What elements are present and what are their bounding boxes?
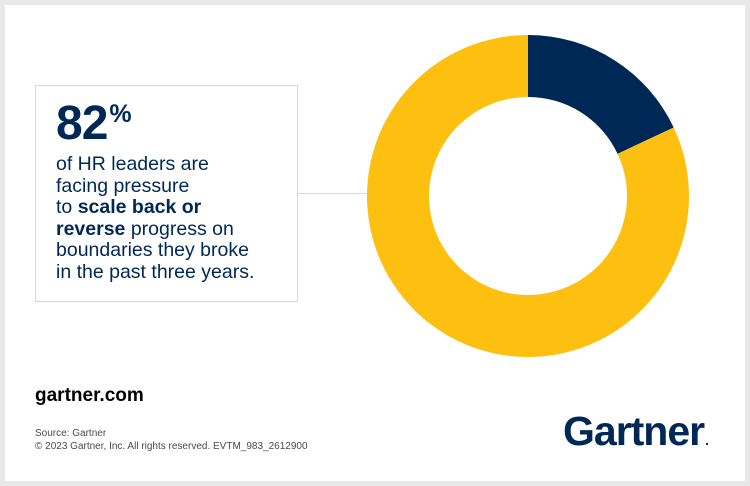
stat-callout: 82 % of HR leaders are facing pressure t…: [35, 85, 298, 302]
desc-line-6: in the past three years.: [56, 260, 255, 283]
desc-line-5: boundaries they broke: [56, 239, 249, 261]
gartner-logo: Gartner.: [563, 407, 709, 464]
desc-line-4-post: progress on: [125, 217, 234, 240]
source-line: Source: Gartner: [35, 428, 107, 439]
stat-unit: %: [109, 100, 132, 128]
stat-value: 82: [56, 97, 108, 150]
logo-wordmark: Gartner: [563, 408, 705, 454]
desc-line-4: reverse progress on: [56, 217, 297, 241]
donut-slice-remainder: [528, 35, 674, 154]
source-note: Source: Gartner © 2023 Gartner, Inc. All…: [35, 427, 308, 453]
desc-line-3-pre: to: [56, 196, 78, 218]
site-link[interactable]: gartner.com: [35, 385, 144, 406]
desc-line-3-bold: scale back or: [77, 196, 202, 218]
stat-description: of HR leaders are facing pressure to sca…: [56, 153, 297, 283]
desc-line-2: facing pressure: [56, 174, 190, 197]
donut-chart: [367, 35, 689, 357]
desc-line-4-bold: reverse: [56, 217, 126, 240]
stat-row: 82 %: [56, 97, 297, 150]
copyright-line: © 2023 Gartner, Inc. All rights reserved…: [35, 441, 308, 452]
logo-mark: .: [705, 432, 709, 448]
donut-slice-main: [367, 35, 689, 357]
callout-connector-line: [298, 193, 370, 194]
donut-slices: [367, 35, 689, 357]
desc-line-3: to scale back or: [56, 196, 297, 219]
desc-line-1: of HR leaders are: [56, 153, 209, 175]
